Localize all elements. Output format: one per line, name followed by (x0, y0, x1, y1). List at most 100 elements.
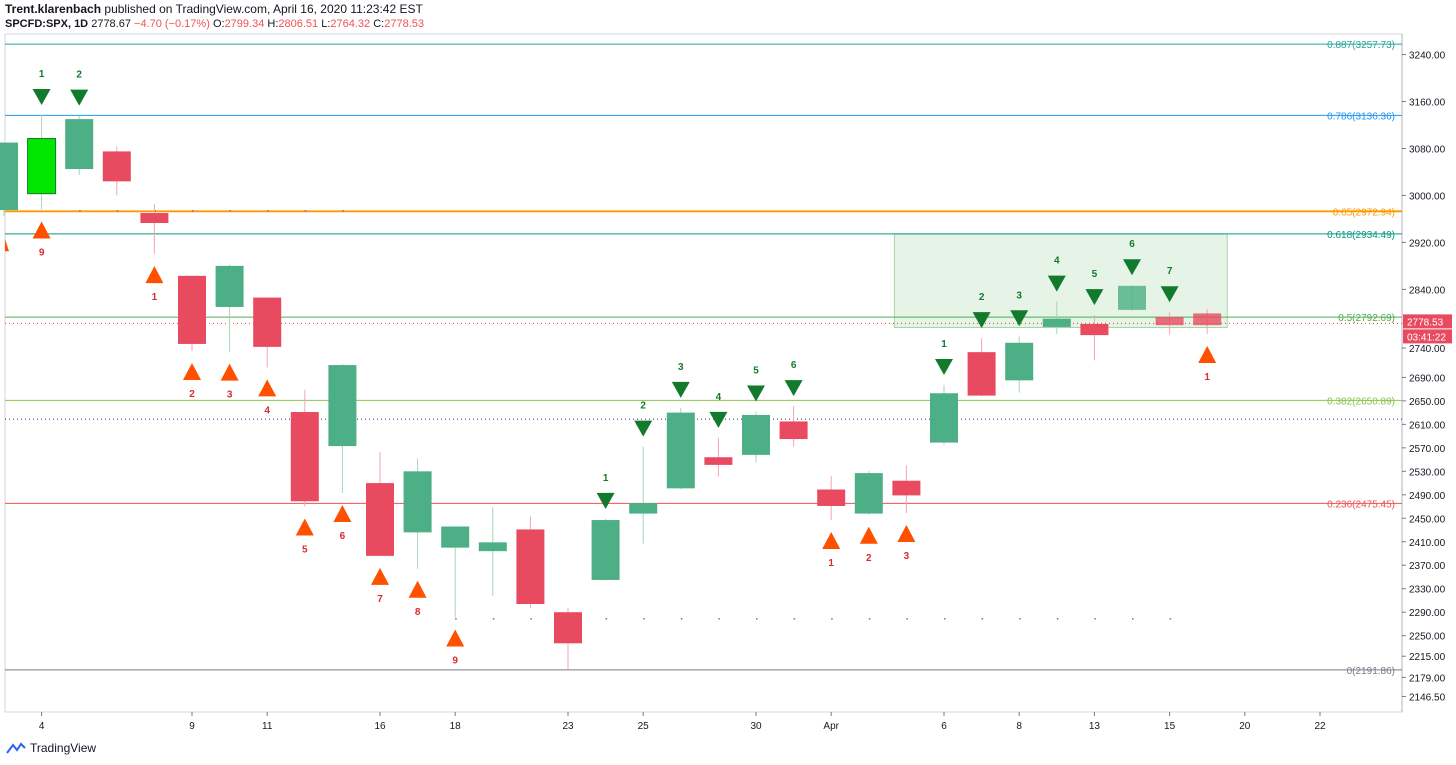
y-axis-tick-label: 2490.00 (1409, 491, 1446, 502)
sell-setup-triangle (1047, 275, 1066, 292)
y-axis-tick-label: 2920.00 (1409, 238, 1446, 249)
reference-dot (944, 618, 946, 620)
candle-body[interactable] (441, 526, 470, 548)
buy-setup-count: 4 (264, 405, 270, 416)
reference-dot (756, 618, 758, 620)
countdown-box (1403, 329, 1452, 344)
sell-setup-triangle (1085, 289, 1104, 306)
candle-body[interactable] (629, 503, 658, 514)
candle-body[interactable] (290, 412, 319, 502)
reference-dot (831, 618, 833, 620)
candle-body[interactable] (854, 473, 883, 514)
buy-setup-triangle (183, 362, 201, 380)
candle-body[interactable] (215, 265, 244, 307)
candle-body[interactable] (478, 542, 507, 552)
fib-level-label: 0.382(2650.89) (1327, 396, 1395, 407)
candle-body[interactable] (704, 457, 733, 465)
candle-body[interactable] (140, 213, 169, 224)
sell-setup-count: 4 (1054, 256, 1060, 267)
x-axis-tick-label: 22 (1314, 721, 1326, 732)
y-axis-tick-label: 2146.50 (1409, 692, 1446, 703)
buy-setup-triangle (859, 526, 878, 544)
buy-setup-triangle (446, 629, 465, 647)
candle-body[interactable] (403, 471, 432, 533)
candle-body[interactable] (1118, 285, 1146, 310)
x-axis-tick-label: 4 (39, 721, 45, 732)
candle-body[interactable] (366, 483, 394, 556)
y-axis-tick-label: 3000.00 (1409, 191, 1446, 202)
buy-setup-triangle (333, 505, 352, 523)
sell-setup-count: 3 (678, 362, 684, 373)
y-axis-tick-label: 2740.00 (1409, 344, 1446, 355)
x-axis-tick-label: 20 (1239, 721, 1251, 732)
reference-dot (1056, 618, 1059, 620)
sell-setup-count: 5 (753, 365, 759, 376)
candle-body[interactable] (516, 529, 545, 604)
candle-body[interactable] (328, 365, 357, 447)
sell-setup-triangle (709, 411, 728, 428)
candle-body[interactable] (1042, 318, 1071, 327)
buy-setup-count: 7 (377, 594, 383, 605)
candle-body[interactable] (591, 520, 620, 580)
sell-setup-count: 4 (716, 392, 722, 403)
y-axis-tick-label: 2410.00 (1409, 538, 1446, 549)
author-name: Trent.klarenbach (5, 2, 102, 16)
candle-body[interactable] (1005, 342, 1034, 381)
candle-body[interactable] (930, 393, 958, 443)
sell-setup-triangle (671, 381, 690, 398)
fib-level-label: 0.887(3257.73) (1327, 40, 1395, 51)
candle-body[interactable] (253, 297, 282, 347)
buy-setup-triangle (220, 363, 239, 381)
last-price-label: 2778.53 (1407, 317, 1444, 328)
candle-body[interactable] (967, 352, 996, 396)
candle-body[interactable] (65, 119, 94, 170)
candle-body[interactable] (102, 151, 131, 182)
reference-dot (1019, 618, 1021, 620)
sell-setup-count: 1 (941, 339, 947, 350)
tradingview-brand: TradingView (30, 741, 97, 755)
candle-body[interactable] (1155, 316, 1184, 326)
candle-body[interactable] (817, 489, 846, 506)
candle-body[interactable] (0, 142, 18, 211)
reference-dot (1169, 618, 1172, 620)
sell-setup-count: 6 (1129, 239, 1135, 250)
candle-body[interactable] (1080, 323, 1109, 336)
buy-setup-count: 8 (415, 607, 421, 618)
x-axis-tick-label: 15 (1164, 721, 1176, 732)
candle-body[interactable] (742, 414, 770, 455)
reference-dot (229, 210, 232, 212)
reference-dot (1094, 618, 1096, 620)
candle-body[interactable] (27, 137, 57, 195)
reference-dot (643, 618, 645, 620)
buy-setup-triangle (295, 518, 314, 536)
countdown-label: 03:41:22 (1407, 332, 1446, 343)
plot-frame (4, 33, 1403, 713)
close-value: 2778.53 (384, 18, 424, 30)
tradingview-logo[interactable]: TradingView (6, 741, 96, 755)
buy-setup-count: 3 (904, 551, 910, 562)
reference-dot (605, 618, 608, 620)
candle-body[interactable] (1193, 313, 1222, 326)
candle-body[interactable] (892, 480, 921, 496)
reference-dot (192, 210, 194, 212)
chart-header: Trent.klarenbach published on TradingVie… (5, 2, 1445, 32)
candle-body[interactable] (554, 612, 582, 644)
buy-setup-triangle (897, 525, 916, 543)
fib-level-label: 0.65(2972.94) (1333, 207, 1395, 218)
sell-setup-count: 2 (76, 70, 82, 81)
x-axis-tick-label: 6 (941, 721, 947, 732)
sell-setup-triangle (1123, 259, 1141, 276)
candle-body[interactable] (178, 275, 206, 344)
x-axis-tick-label: 11 (262, 721, 273, 732)
open-value: 2799.34 (224, 18, 265, 30)
y-axis-tick-label: 2570.00 (1409, 444, 1446, 455)
buy-setup-count: 2 (189, 389, 195, 400)
candle-body[interactable] (779, 421, 808, 440)
x-axis-tick-label: 25 (638, 721, 650, 732)
candle-body[interactable] (666, 412, 695, 489)
fib-level-label: 0(2191.86) (1347, 666, 1395, 677)
sell-setup-triangle (634, 420, 653, 437)
sell-setup-triangle (596, 492, 615, 509)
sell-setup-count: 3 (1016, 290, 1022, 301)
